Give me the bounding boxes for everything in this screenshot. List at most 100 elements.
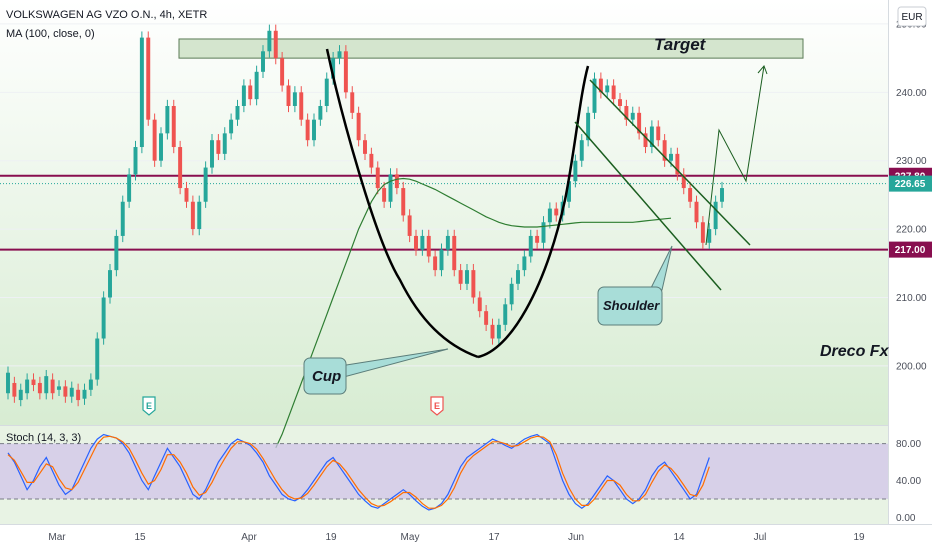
currency-button[interactable]: EUR bbox=[901, 12, 922, 23]
candle-body-35 bbox=[229, 119, 234, 134]
candle-107 bbox=[688, 181, 693, 208]
candles-layer bbox=[6, 24, 724, 407]
indicator-title[interactable]: MA (100, close, 0) bbox=[6, 28, 95, 40]
candle-body-50 bbox=[324, 78, 329, 106]
candle-body-56 bbox=[363, 140, 367, 154]
candle-84 bbox=[541, 216, 546, 249]
candle-38 bbox=[248, 79, 253, 106]
candle-body-0 bbox=[6, 372, 10, 394]
candle-22 bbox=[146, 31, 151, 126]
candle-body-41 bbox=[267, 30, 272, 52]
candle-61 bbox=[394, 168, 399, 195]
candle-68 bbox=[439, 243, 444, 277]
currency-button-box[interactable] bbox=[897, 6, 927, 27]
candle-body-31 bbox=[203, 167, 208, 202]
candle-20 bbox=[133, 140, 138, 181]
stoch-title[interactable]: Stoch (14, 3, 3) bbox=[6, 432, 82, 444]
stoch-line-k[interactable] bbox=[7, 433, 710, 511]
candle-67 bbox=[433, 250, 438, 277]
candle-18 bbox=[120, 195, 125, 243]
channel-upper-line[interactable] bbox=[589, 79, 751, 246]
target-zone[interactable] bbox=[178, 38, 804, 59]
event-marker-1[interactable]: E bbox=[142, 396, 156, 416]
projection-path[interactable] bbox=[705, 65, 765, 246]
candle-body-93 bbox=[598, 78, 603, 93]
candle-26 bbox=[171, 99, 176, 154]
time-tick-label-2: Apr bbox=[241, 532, 257, 543]
candle-body-17 bbox=[114, 235, 119, 271]
candle-5 bbox=[37, 376, 42, 400]
candle-73 bbox=[471, 263, 476, 304]
candle-95 bbox=[611, 79, 616, 106]
candle-body-91 bbox=[586, 112, 591, 141]
candle-35 bbox=[229, 113, 234, 140]
candle-24 bbox=[159, 127, 163, 167]
candle-body-110 bbox=[707, 229, 712, 243]
candle-64 bbox=[414, 229, 418, 256]
candle-body-78 bbox=[503, 304, 508, 325]
shoulder-callout-box[interactable] bbox=[597, 286, 663, 326]
event-marker-2[interactable]: E bbox=[430, 396, 444, 416]
ma-line[interactable] bbox=[275, 177, 672, 449]
candle-body-94 bbox=[605, 85, 610, 93]
candle-72 bbox=[465, 263, 469, 290]
candle-59 bbox=[382, 181, 387, 208]
candle-body-65 bbox=[420, 235, 425, 250]
price-tick-label-4: 240.00 bbox=[896, 88, 927, 99]
candle-body-20 bbox=[133, 147, 138, 175]
target-zone-layer bbox=[178, 38, 804, 59]
price-tick-label-1: 210.00 bbox=[896, 293, 927, 304]
candle-body-34 bbox=[222, 133, 227, 154]
candle-78 bbox=[503, 298, 508, 331]
candle-body-64 bbox=[414, 235, 418, 250]
level-lines-layer bbox=[0, 174, 888, 251]
candle-74 bbox=[477, 291, 482, 318]
candle-body-109 bbox=[700, 222, 705, 243]
stoch-axis[interactable]: 0.00 40.00 80.00 bbox=[896, 439, 921, 524]
candle-63 bbox=[407, 209, 412, 243]
candle-69 bbox=[445, 229, 450, 256]
candle-body-98 bbox=[630, 112, 635, 120]
candle-82 bbox=[528, 229, 533, 263]
stoch-line-d[interactable] bbox=[7, 435, 710, 509]
target-label[interactable]: Target bbox=[654, 35, 707, 54]
candle-41 bbox=[267, 24, 272, 58]
candle-body-21 bbox=[139, 37, 144, 148]
candle-body-61 bbox=[394, 174, 399, 189]
cup-arc-right[interactable] bbox=[477, 65, 590, 359]
candle-25 bbox=[165, 99, 170, 140]
candle-111 bbox=[713, 195, 718, 236]
cup-arc-left[interactable] bbox=[325, 48, 479, 359]
candle-75 bbox=[484, 305, 489, 331]
candle-body-7 bbox=[50, 379, 55, 394]
candle-81 bbox=[522, 250, 527, 277]
candle-6 bbox=[44, 369, 49, 400]
candle-body-43 bbox=[280, 58, 285, 86]
candle-108 bbox=[694, 195, 699, 229]
candle-93 bbox=[598, 72, 603, 99]
candle-13 bbox=[88, 373, 93, 396]
cup-callout-box[interactable] bbox=[303, 357, 347, 395]
channel-lower-line[interactable] bbox=[574, 121, 722, 291]
candle-body-27 bbox=[178, 147, 183, 189]
candle-54 bbox=[350, 86, 355, 119]
candle-body-103 bbox=[662, 140, 667, 161]
candle-body-80 bbox=[516, 270, 520, 284]
candle-56 bbox=[363, 134, 367, 161]
candle-37 bbox=[241, 79, 246, 113]
candle-body-52 bbox=[337, 51, 342, 59]
symbol-title[interactable]: VOLKSWAGEN AG VZO O.N., 4h, XETR bbox=[6, 9, 208, 21]
candle-112 bbox=[720, 181, 724, 208]
candle-79 bbox=[509, 277, 514, 311]
candle-body-28 bbox=[184, 188, 189, 202]
event-marker-1-label: E bbox=[146, 401, 152, 411]
candle-body-89 bbox=[573, 160, 578, 182]
candle-39 bbox=[254, 65, 259, 106]
candle-3 bbox=[25, 373, 30, 400]
candle-body-32 bbox=[210, 140, 214, 168]
time-axis[interactable]: Mar 15 Apr 19 May 17 Jun 14 Jul 19 bbox=[48, 532, 865, 543]
projection-arrowhead bbox=[757, 65, 768, 75]
candle-body-54 bbox=[350, 92, 355, 113]
candle-33 bbox=[216, 134, 221, 161]
